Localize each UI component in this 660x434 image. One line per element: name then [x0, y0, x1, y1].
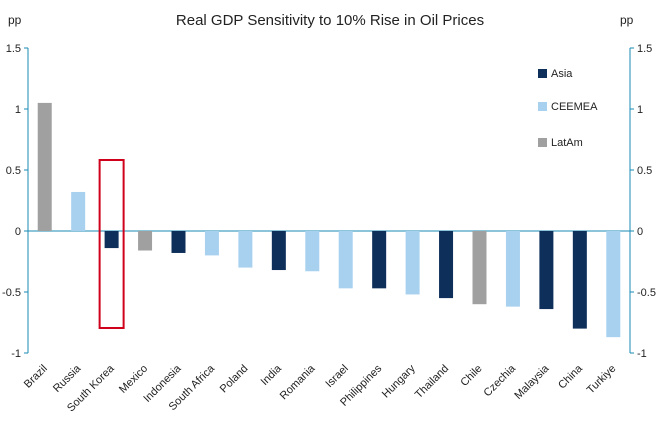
- right-tick-label: 1: [637, 104, 643, 116]
- x-tick-label: Brazil: [22, 363, 50, 391]
- bar-poland: [238, 231, 253, 268]
- x-tick-label: Turkiye: [585, 363, 619, 397]
- right-tick-label: -0.5: [637, 287, 656, 299]
- x-tick-label: Thailand: [413, 363, 451, 401]
- bar-south-korea: [104, 231, 119, 249]
- legend-label-latam: LatAm: [551, 137, 583, 149]
- legend-swatch-ceemea: [538, 102, 547, 111]
- chart-title: Real GDP Sensitivity to 10% Rise in Oil …: [176, 12, 484, 29]
- legend-swatch-asia: [538, 69, 547, 78]
- bar-thailand: [439, 231, 454, 299]
- bar-china: [572, 231, 587, 329]
- bar-malaysia: [539, 231, 554, 310]
- x-tick-label: Chile: [458, 363, 484, 389]
- bar-russia: [71, 191, 86, 231]
- legend-label-ceemea: CEEMEA: [551, 101, 598, 113]
- left-tick-label: -1: [11, 348, 21, 360]
- bar-mexico: [138, 231, 153, 251]
- x-tick-label: Mexico: [117, 363, 150, 396]
- bar-india: [271, 231, 286, 271]
- left-tick-label: 0.5: [6, 165, 21, 177]
- x-tick-label: Romania: [278, 362, 318, 402]
- bar-philippines: [372, 231, 387, 289]
- left-tick-label: 1.5: [6, 43, 21, 55]
- x-tick-label: Hungary: [380, 362, 418, 400]
- right-tick-label: 0.5: [637, 165, 652, 177]
- right-tick-label: 0: [637, 226, 643, 238]
- x-tick-label: Russia: [51, 362, 84, 395]
- x-tick-label: India: [259, 362, 285, 388]
- right-tick-label: 1.5: [637, 43, 652, 55]
- bar-chile: [472, 231, 487, 305]
- x-tick-label: Poland: [218, 363, 251, 396]
- left-tick-label: 0: [15, 226, 21, 238]
- left-tick-label: 1: [15, 104, 21, 116]
- bars: [37, 102, 621, 338]
- left-axis-ticks: 1.5 1 0.5 0 -0.5 -1: [2, 43, 28, 360]
- bar-turkiye: [606, 231, 621, 338]
- left-unit-label: pp: [8, 13, 22, 27]
- bar-israel: [338, 231, 353, 289]
- right-axis-ticks: 1.5 1 0.5 0 -0.5 -1: [630, 43, 656, 360]
- x-tick-label: Malaysia: [512, 362, 552, 402]
- highlight-box: [98, 159, 125, 329]
- legend-swatch-latam: [538, 138, 547, 147]
- right-unit-label: pp: [620, 13, 634, 27]
- legend: Asia CEEMEA LatAm: [538, 68, 598, 149]
- left-tick-label: -0.5: [2, 287, 21, 299]
- legend-label-asia: Asia: [551, 68, 573, 80]
- bar-czechia: [505, 231, 520, 307]
- bar-indonesia: [171, 231, 186, 253]
- bar-hungary: [405, 231, 420, 295]
- bar-romania: [305, 231, 320, 272]
- x-tick-label: China: [556, 362, 585, 391]
- bar-brazil: [37, 102, 52, 232]
- bar-south-africa: [204, 231, 219, 256]
- right-tick-label: -1: [637, 348, 647, 360]
- x-tick-label: Israel: [323, 363, 351, 391]
